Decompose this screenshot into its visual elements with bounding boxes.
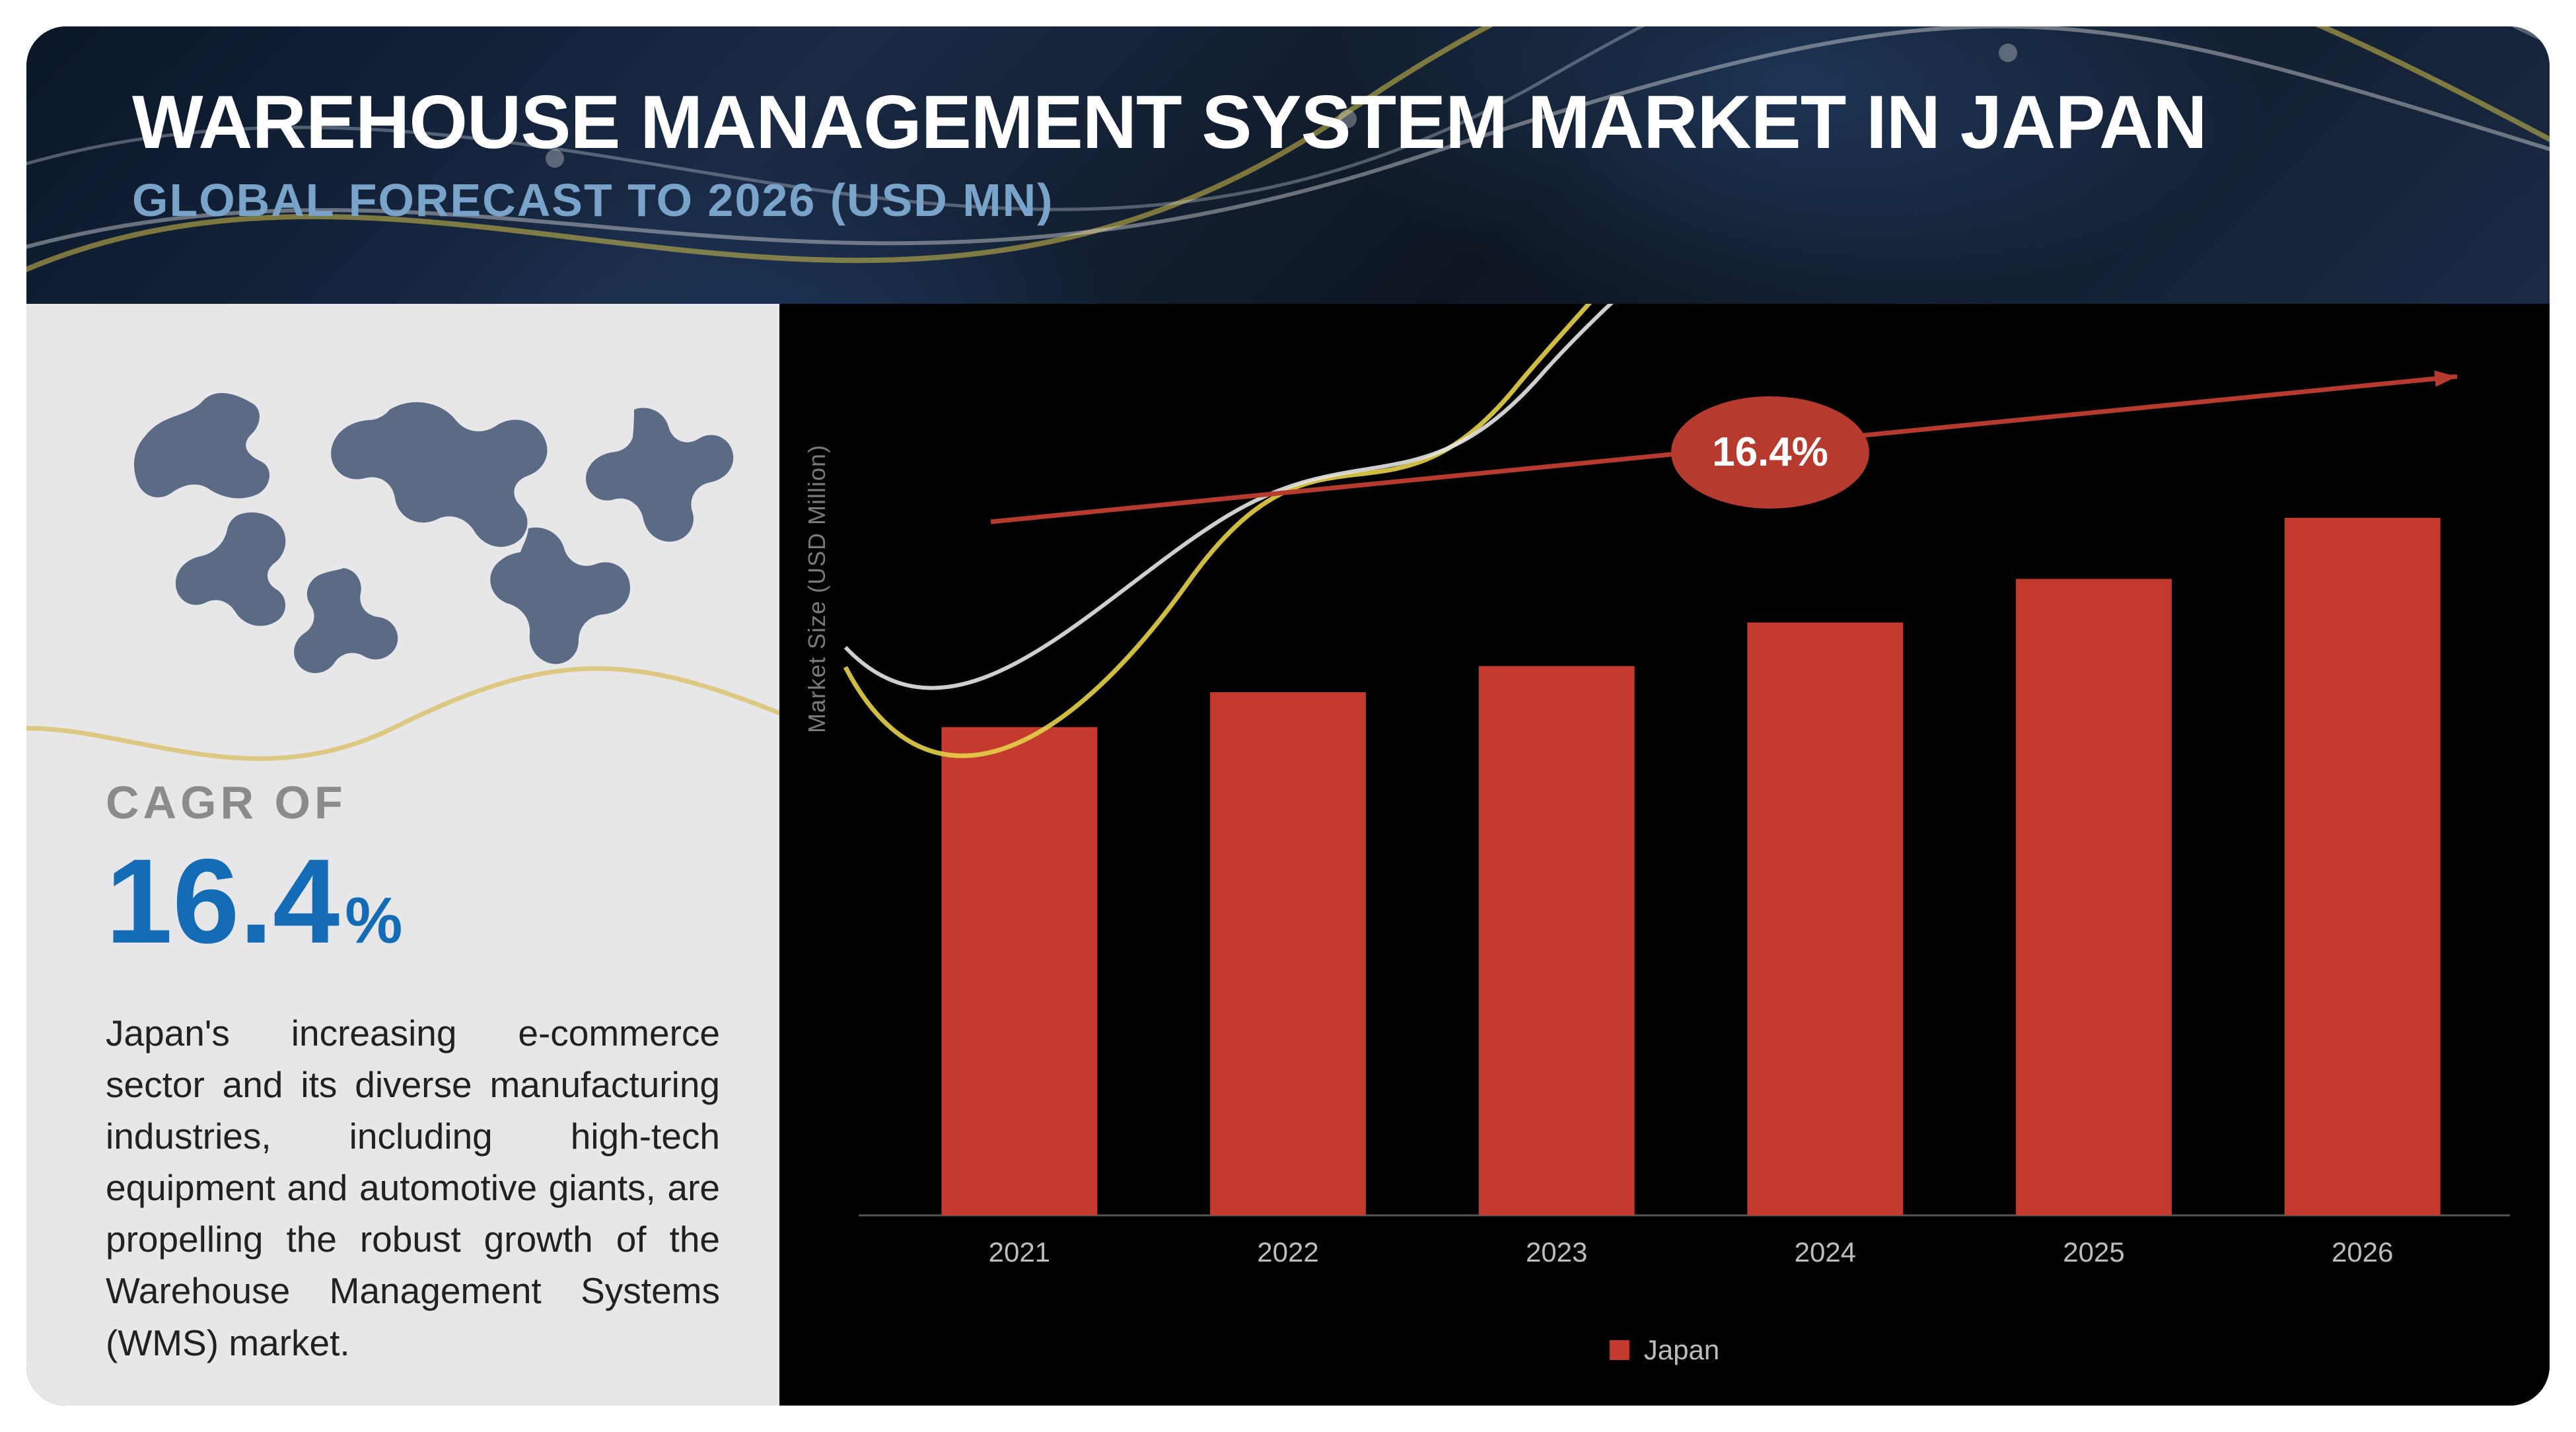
body: CAGR OF 16.4% Japan's increasing e-comme…: [26, 304, 2550, 1406]
svg-text:2022: 2022: [1257, 1236, 1318, 1268]
cagr-percent: %: [345, 884, 402, 956]
sidebar: CAGR OF 16.4% Japan's increasing e-comme…: [26, 304, 779, 1406]
svg-text:2021: 2021: [989, 1236, 1050, 1268]
cagr-value: 16.4%: [106, 841, 720, 961]
svg-text:2026: 2026: [2332, 1236, 2393, 1268]
description-text: Japan's increasing e-commerce sector and…: [106, 1007, 720, 1369]
chart-legend: Japan: [1610, 1334, 1719, 1366]
svg-text:2023: 2023: [1526, 1236, 1587, 1268]
report-card: WAREHOUSE MANAGEMENT SYSTEM MARKET IN JA…: [26, 26, 2550, 1406]
svg-text:16.4%: 16.4%: [1712, 429, 1828, 475]
cagr-number: 16.4: [106, 834, 340, 968]
cagr-label: CAGR OF: [106, 776, 720, 829]
chart-panel: Market Size (USD Million) 20212022202320…: [779, 304, 2550, 1406]
header: WAREHOUSE MANAGEMENT SYSTEM MARKET IN JA…: [26, 26, 2550, 304]
page-title: WAREHOUSE MANAGEMENT SYSTEM MARKET IN JA…: [132, 79, 2444, 166]
world-map-graphic: [106, 343, 773, 694]
legend-swatch: [1610, 1340, 1629, 1360]
page-subtitle: GLOBAL FORECAST TO 2026 (USD MN): [132, 174, 2444, 227]
svg-text:2025: 2025: [2063, 1236, 2124, 1268]
svg-text:2024: 2024: [1795, 1236, 1856, 1268]
bar-chart: 2021 2022 2023 2024 2025 2026 16.4%: [779, 304, 2550, 1406]
legend-label: Japan: [1644, 1334, 1719, 1366]
